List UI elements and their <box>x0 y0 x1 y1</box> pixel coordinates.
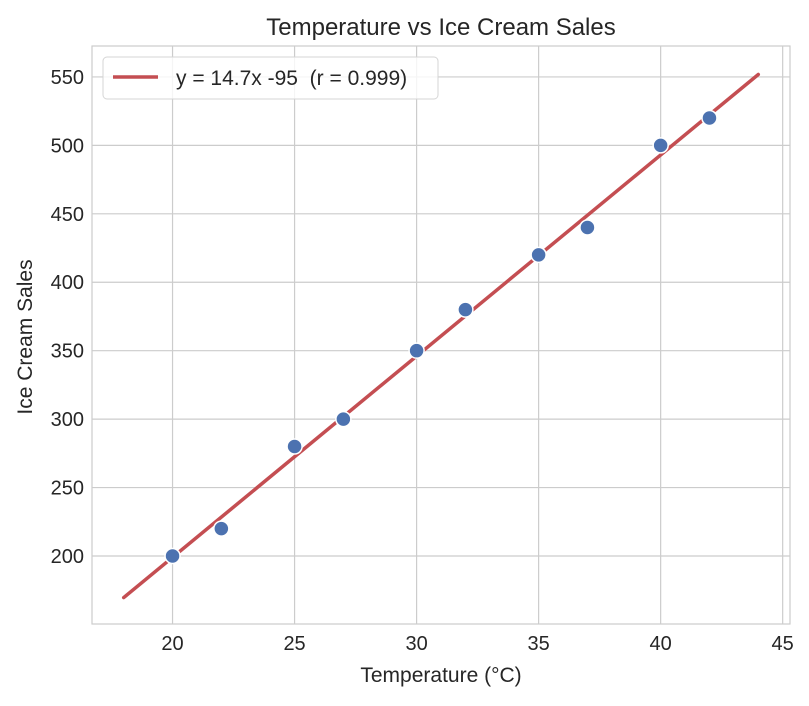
data-point <box>164 547 181 565</box>
y-tick-labels: 200 250 300 350 400 450 500 550 <box>51 67 84 568</box>
y-tick-label: 550 <box>51 67 84 89</box>
y-axis-label: Ice Cream Sales <box>14 259 37 414</box>
data-point <box>408 342 425 359</box>
legend: y = 14.7x -95 (r = 0.999) <box>102 56 439 100</box>
data-point <box>652 137 669 154</box>
legend-label: y = 14.7x -95 (r = 0.999) <box>176 67 407 90</box>
data-point <box>701 109 718 127</box>
data-point <box>213 520 230 537</box>
data-point <box>579 219 596 236</box>
x-tick-label: 30 <box>405 633 427 655</box>
x-tick-label: 40 <box>650 633 672 655</box>
y-tick-label: 300 <box>51 409 84 431</box>
y-tick-label: 400 <box>51 272 84 294</box>
x-tick-label: 25 <box>283 633 305 655</box>
x-tick-label: 20 <box>161 633 183 655</box>
data-point <box>286 438 303 455</box>
y-tick-label: 250 <box>51 478 84 500</box>
chart-title: Temperature vs Ice Cream Sales <box>266 14 615 41</box>
y-tick-label: 200 <box>51 546 84 568</box>
regression-line <box>121 72 761 600</box>
x-tick-label: 45 <box>772 633 794 655</box>
x-axis-label: Temperature (°C) <box>360 664 521 687</box>
x-tick-labels: 20 25 30 35 40 45 <box>161 633 793 655</box>
y-tick-label: 500 <box>51 135 84 157</box>
plot-frame <box>91 45 791 625</box>
x-tick-label: 35 <box>527 633 549 655</box>
data-point <box>335 410 352 428</box>
legend-box <box>102 56 439 100</box>
y-tick-label: 450 <box>51 204 84 226</box>
data-points <box>164 109 718 565</box>
y-tick-label: 350 <box>51 341 84 363</box>
data-point <box>457 301 474 318</box>
data-point <box>530 246 547 264</box>
